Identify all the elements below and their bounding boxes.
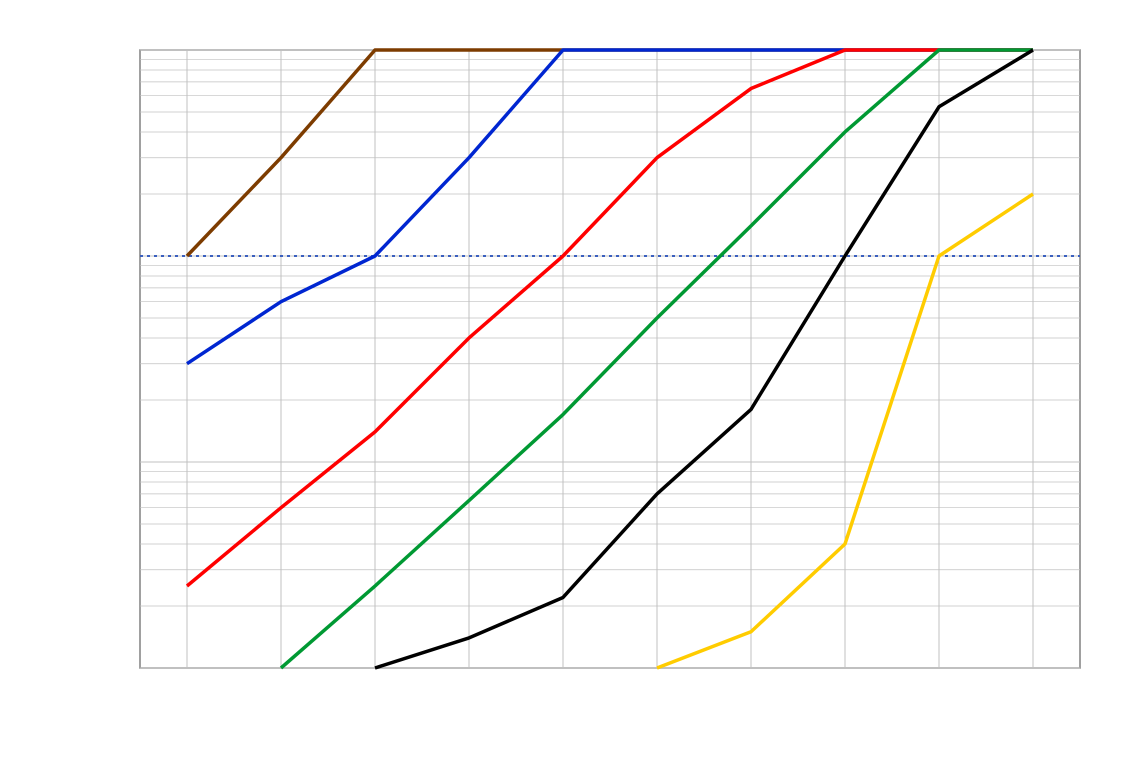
beta-ratio-chart (0, 0, 1136, 784)
